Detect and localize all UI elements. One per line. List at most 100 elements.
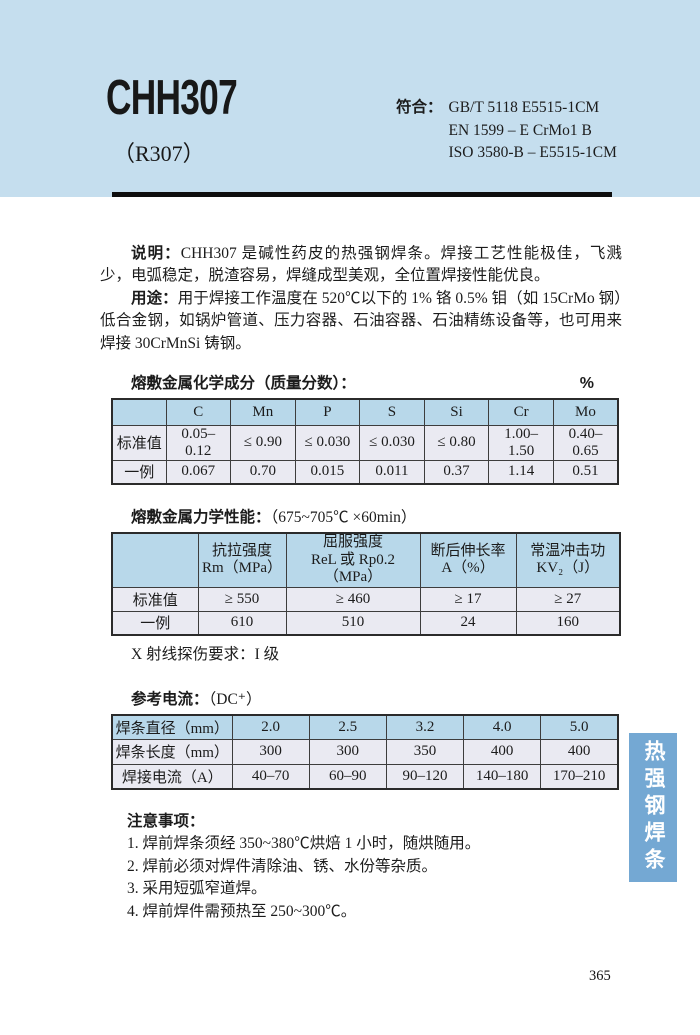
product-name: CHH307: [106, 71, 238, 125]
paragraph-text: CHH307 是碱性药皮的热强钢焊条。焊接工艺性能极佳，飞溅少，电弧稳定，脱渣容…: [100, 245, 622, 285]
table-cell: 300: [231, 738, 310, 765]
table-header-cell: 抗拉强度 Rm（MPa）: [197, 532, 287, 588]
table-header-cell: 5.0: [540, 714, 619, 740]
notes-list: 1. 焊前焊条须经 350~380℃烘焙 1 小时，随烘随用。 2. 焊前必须对焊…: [127, 833, 622, 923]
table-cell: 510: [285, 610, 421, 636]
table-header-cell: S: [359, 398, 425, 426]
table-header-cell: 2.0: [231, 714, 310, 740]
table-cell: 400: [540, 738, 619, 765]
standard-line: EN 1599 – E CrMo1 B: [448, 121, 592, 139]
table-header-cell: 4.0: [463, 714, 542, 740]
table-cell: ≤ 0.90: [230, 424, 296, 461]
table-header-cell: 3.2: [385, 714, 465, 740]
table-cell: 24: [419, 610, 517, 636]
table-header-cell: Si: [423, 398, 490, 426]
table-header-cell: [111, 398, 167, 426]
paragraph-text: 用于焊接工作温度在 520℃以下的 1% 铬 0.5% 钼（如 15CrMo 钢…: [100, 289, 622, 352]
note-line: 3. 采用短弧窄道焊。: [127, 880, 267, 898]
table-cell: 0.05–0.12: [165, 424, 232, 461]
current-title: 参考电流：（DC⁺）: [131, 689, 261, 710]
table-cell: 0.51: [552, 459, 619, 485]
table-cell: 40–70: [231, 763, 310, 790]
xray-note: X 射线探伤要求：I 级: [131, 646, 280, 664]
current-title-suffix: （DC⁺）: [208, 691, 262, 709]
note-line: 2. 焊前必须对焊件清除油、锈、水份等杂质。: [127, 857, 438, 875]
row-label-cell: 焊接电流（A）: [111, 763, 233, 790]
table-row: 焊接电流（A） 40–70 60–90 90–120 140–180 170–210: [111, 763, 619, 790]
header-divider-line: [112, 192, 612, 197]
standards-block: 符合： GB/T 5118 E5515-1CM EN 1599 – E CrMo1…: [396, 97, 617, 165]
current-section-head: 参考电流：（DC⁺）: [131, 689, 594, 710]
table-header-row: 抗拉强度 Rm（MPa） 屈服强度 ReL 或 Rp0.2（MPa） 断后伸长率 A…: [111, 532, 621, 588]
table-cell: 1.00–1.50: [488, 424, 554, 461]
mechanical-section-head: 熔敷金属力学性能：（675~705℃ ×60min）: [131, 507, 594, 528]
mechanical-title-suffix: （675~705℃ ×60min）: [270, 509, 417, 527]
table-header-cell: Mn: [230, 398, 296, 426]
row-label-cell: 焊条长度（mm）: [111, 738, 233, 765]
chemistry-section-head: 熔敷金属化学成分（质量分数）： %: [131, 373, 594, 394]
chemistry-title: 熔敷金属化学成分（质量分数）：: [131, 375, 356, 393]
table-header-cell: [111, 532, 199, 588]
standards-label: 符合：: [396, 99, 443, 116]
mechanical-title: 熔敷金属力学性能：（675~705℃ ×60min）: [131, 507, 416, 528]
note-line: 4. 焊前焊件需预热至 250~300℃。: [127, 902, 357, 920]
current-title-text: 参考电流：: [131, 691, 209, 709]
table-cell: 1.14: [488, 459, 554, 485]
table-cell: 0.70: [230, 459, 296, 485]
note-line: 1. 焊前焊条须经 350~380℃烘焙 1 小时，随烘随用。: [127, 835, 481, 853]
table-cell: 60–90: [308, 763, 387, 790]
table-cell: 0.015: [294, 459, 361, 485]
table-cell: 90–120: [385, 763, 465, 790]
table-cell: 140–180: [463, 763, 542, 790]
table-cell: ≥ 550: [197, 586, 287, 612]
table-cell: 0.37: [423, 459, 490, 485]
mechanical-table: 抗拉强度 Rm（MPa） 屈服强度 ReL 或 Rp0.2（MPa） 断后伸长率 A…: [111, 532, 621, 637]
table-header-cell: 2.5: [308, 714, 387, 740]
notes-title: 注意事项：: [127, 813, 205, 831]
paragraph-label: 用途：: [131, 289, 178, 307]
table-row: 一例 0.067 0.70 0.015 0.011 0.37 1.14 0.51: [111, 459, 619, 485]
side-tab-label: 热强钢焊条: [642, 740, 665, 875]
chemistry-table: C Mn P S Si Cr Mo 标准值 0.05–0.12 ≤ 0.90 ≤ 0.030 ≤ 0.…: [111, 398, 619, 486]
table-header-cell: 焊条直径（mm）: [111, 714, 233, 740]
table-cell: ≤ 0.80: [423, 424, 490, 461]
row-label-cell: 一例: [111, 459, 167, 485]
product-alias: （R307）: [113, 141, 205, 166]
table-cell: 610: [197, 610, 287, 636]
table-cell: 350: [385, 738, 465, 765]
table-cell: 400: [463, 738, 542, 765]
table-cell: 170–210: [540, 763, 619, 790]
chemistry-unit: %: [579, 375, 594, 393]
main-content: 说明：CHH307 是碱性药皮的热强钢焊条。焊接工艺性能极佳，飞溅少，电弧稳定，…: [100, 243, 622, 923]
table-header-cell: 断后伸长率 A（%）: [419, 532, 517, 588]
table-cell: ≥ 27: [515, 586, 621, 612]
table-cell: 160: [515, 610, 621, 636]
table-cell: ≤ 0.030: [294, 424, 361, 461]
standard-line: GB/T 5118 E5515-1CM: [448, 99, 600, 116]
paragraph-label: 说明：: [131, 245, 181, 262]
mechanical-title-text: 熔敷金属力学性能：: [131, 509, 271, 527]
standards-list: GB/T 5118 E5515-1CM EN 1599 – E CrMo1 B IS…: [449, 97, 617, 165]
table-cell: ≥ 460: [285, 586, 421, 612]
header-band: CHH307 （R307） 符合： GB/T 5118 E5515-1CM EN …: [0, 0, 700, 197]
table-cell: ≤ 0.030: [359, 424, 425, 461]
table-header-cell: Cr: [488, 398, 554, 426]
table-header-cell: P: [294, 398, 361, 426]
table-row: 焊条长度（mm） 300 300 350 400 400: [111, 738, 619, 765]
table-header-cell: C: [165, 398, 232, 426]
table-cell: 0.011: [359, 459, 425, 485]
row-label-cell: 标准值: [111, 586, 199, 612]
usage-paragraph: 用途：用于焊接工作温度在 520℃以下的 1% 铬 0.5% 钼（如 15CrM…: [100, 288, 622, 355]
row-label-cell: 一例: [111, 610, 199, 636]
standard-line: ISO 3580-B – E5515-1CM: [448, 144, 617, 161]
table-cell: ≥ 17: [419, 586, 517, 612]
current-table: 焊条直径（mm） 2.0 2.5 3.2 4.0 5.0 焊条长度（mm） 300 300 350…: [111, 714, 619, 791]
table-header-row: 焊条直径（mm） 2.0 2.5 3.2 4.0 5.0: [111, 714, 619, 740]
table-cell: 0.40–0.65: [552, 424, 619, 461]
row-label-cell: 标准值: [111, 424, 167, 461]
table-row: 一例 610 510 24 160: [111, 610, 621, 636]
table-header-cell: 屈服强度 ReL 或 Rp0.2（MPa）: [285, 532, 421, 588]
table-header-row: C Mn P S Si Cr Mo: [111, 398, 619, 426]
table-row: 标准值 0.05–0.12 ≤ 0.90 ≤ 0.030 ≤ 0.030 ≤ 0.80 1.…: [111, 424, 619, 461]
